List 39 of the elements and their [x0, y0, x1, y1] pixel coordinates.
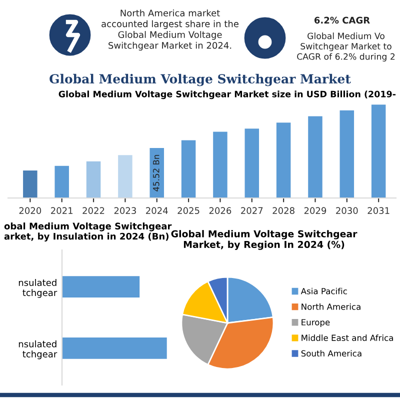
text: Global Medium Vo Switchgear Market to CAGR of 6.2% during 2	[297, 32, 395, 62]
data-label: 45.52 Bn	[152, 154, 160, 192]
legend-label: Asia Pacific	[300, 288, 347, 294]
text: 6.2% CAGR	[314, 16, 370, 24]
chart-title: Global Medium Voltage Switchgear Market size in USD Billion (2019-	[58, 90, 396, 100]
legend-label: Middle East and Africa	[302, 334, 393, 341]
bar	[371, 104, 386, 198]
x-tick-label: 2023	[114, 207, 136, 214]
x-tick-label: 2028	[272, 207, 294, 214]
legend-label: North America	[302, 303, 360, 310]
legend-label: Europe	[302, 319, 330, 328]
x-tick-label: 2021	[51, 207, 72, 214]
bar	[86, 161, 101, 198]
chart-title: obal Medium Voltage Switchgear arket, by Insulation in 2024 (Bn)	[4, 222, 172, 242]
x-tick-label: 2027	[241, 207, 263, 214]
x-tick-label: 2031	[368, 207, 390, 214]
x-tick-label: 2025	[178, 207, 200, 214]
chart-title: Global Medium Voltage Switchgear Market, by Region In 2024 (%)	[171, 230, 358, 250]
bar	[150, 148, 164, 198]
bar	[54, 166, 69, 198]
bar	[213, 132, 228, 198]
bar	[118, 155, 132, 198]
x-tick-label: 2022	[82, 207, 104, 214]
bar	[340, 110, 354, 198]
legend-label: South America	[301, 350, 362, 357]
bar	[276, 122, 291, 198]
y-tick-label: nsulated tchgear	[18, 340, 58, 360]
x-tick-label: 2020	[19, 207, 42, 214]
x-tick-label: 2029	[304, 207, 326, 214]
x-tick-label: 2024	[146, 207, 168, 214]
y-tick-label: nsulated tchgear	[18, 279, 58, 298]
text: North America market accounted largest share in the Global Medium Voltage Switchgear Market in 2024.	[102, 9, 238, 51]
x-tick-label: 2030	[336, 207, 358, 214]
bar	[181, 140, 196, 198]
bar	[23, 170, 38, 198]
bar	[308, 116, 322, 198]
bar	[244, 128, 260, 198]
text: Global Medium Voltage Switchgear Market	[50, 74, 351, 86]
x-tick-label: 2026	[209, 207, 232, 214]
